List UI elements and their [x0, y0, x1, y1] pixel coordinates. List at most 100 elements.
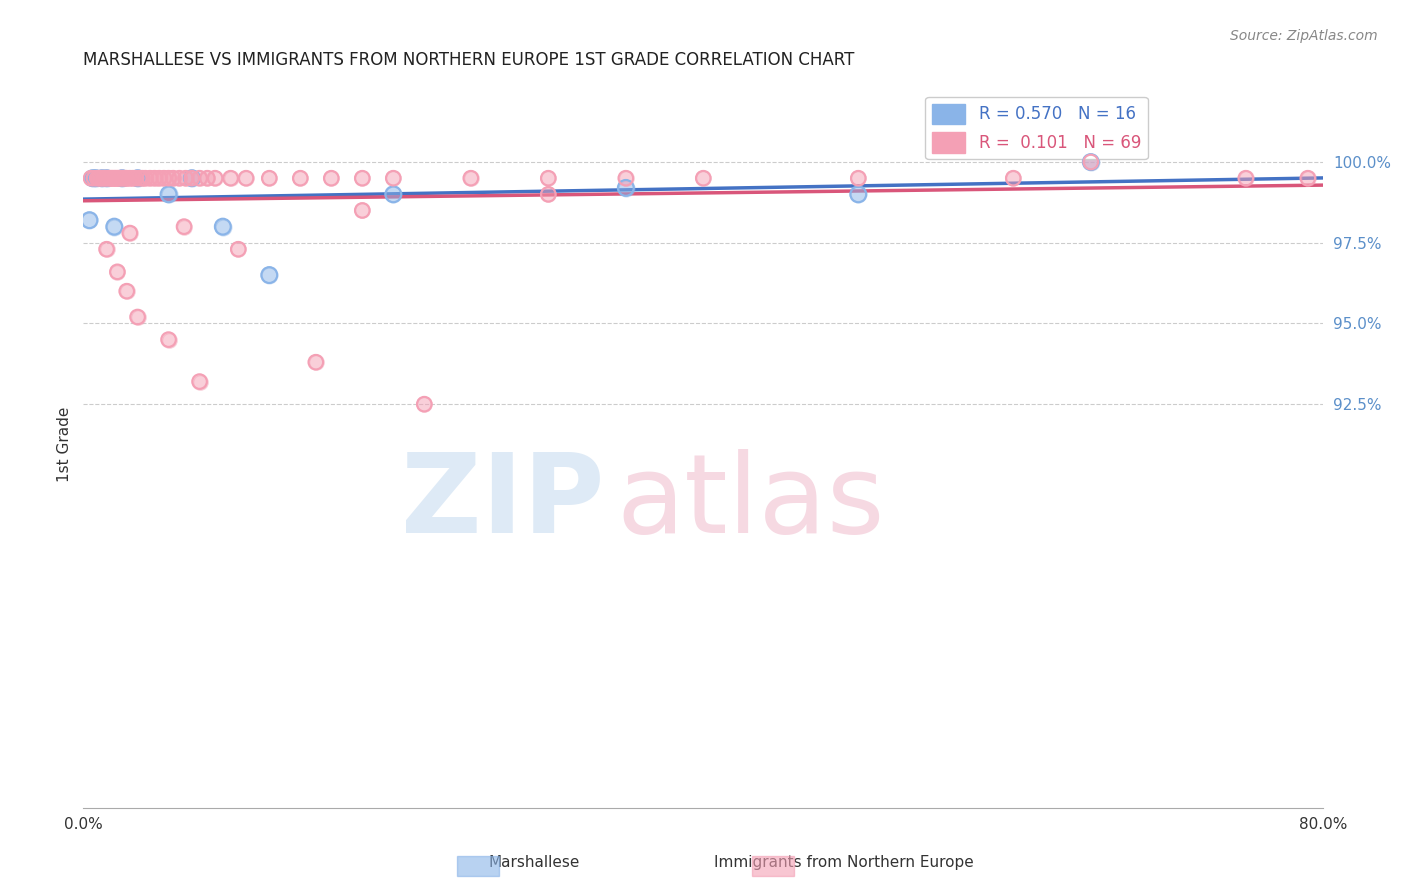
- Point: [103, 171, 125, 186]
- Point: [173, 219, 195, 234]
- Point: [1002, 171, 1025, 186]
- Point: [352, 171, 374, 186]
- Point: [89, 171, 111, 186]
- Point: [537, 171, 560, 186]
- Y-axis label: 1st Grade: 1st Grade: [58, 407, 72, 483]
- Point: [382, 171, 405, 186]
- Point: [83, 171, 105, 186]
- Point: [153, 171, 176, 186]
- Point: [1080, 155, 1102, 169]
- Point: [235, 171, 257, 186]
- Point: [352, 171, 374, 186]
- Point: [115, 171, 138, 186]
- Point: [211, 219, 233, 234]
- Point: [108, 171, 131, 186]
- Text: ZIP: ZIP: [401, 449, 605, 556]
- Point: [134, 171, 156, 186]
- Point: [219, 171, 242, 186]
- Point: [118, 226, 141, 240]
- Point: [90, 171, 112, 186]
- Point: [128, 171, 150, 186]
- Point: [131, 171, 153, 186]
- Point: [128, 171, 150, 186]
- Point: [259, 268, 281, 282]
- Point: [188, 375, 211, 389]
- Point: [195, 171, 218, 186]
- Point: [352, 203, 374, 218]
- Point: [846, 187, 869, 202]
- Point: [153, 171, 176, 186]
- Point: [103, 219, 125, 234]
- Point: [290, 171, 312, 186]
- Point: [115, 284, 138, 298]
- Point: [101, 171, 124, 186]
- Point: [127, 171, 149, 186]
- Point: [846, 171, 869, 186]
- Point: [143, 171, 166, 186]
- Point: [846, 171, 869, 186]
- Point: [180, 171, 202, 186]
- Point: [115, 171, 138, 186]
- Point: [96, 171, 118, 186]
- Point: [84, 171, 107, 186]
- Point: [97, 171, 120, 186]
- Point: [134, 171, 156, 186]
- Point: [382, 171, 405, 186]
- Point: [226, 242, 249, 256]
- Point: [127, 171, 149, 186]
- Point: [104, 171, 127, 186]
- Point: [111, 171, 134, 186]
- Point: [110, 171, 132, 186]
- Point: [83, 171, 105, 186]
- Point: [143, 171, 166, 186]
- Point: [1296, 171, 1319, 186]
- Point: [173, 219, 195, 234]
- Legend: R = 0.570   N = 16, R =  0.101   N = 69: R = 0.570 N = 16, R = 0.101 N = 69: [925, 97, 1147, 160]
- Point: [100, 171, 122, 186]
- Point: [174, 171, 197, 186]
- Point: [692, 171, 714, 186]
- Point: [98, 171, 121, 186]
- Point: [125, 171, 148, 186]
- Point: [537, 187, 560, 202]
- Point: [100, 171, 122, 186]
- Point: [1234, 171, 1257, 186]
- Point: [118, 171, 141, 186]
- Point: [352, 203, 374, 218]
- Point: [180, 171, 202, 186]
- Point: [195, 171, 218, 186]
- Point: [97, 171, 120, 186]
- Point: [537, 171, 560, 186]
- Point: [93, 171, 115, 186]
- Point: [1234, 171, 1257, 186]
- Point: [188, 171, 211, 186]
- Point: [82, 171, 104, 186]
- Point: [87, 171, 110, 186]
- Point: [104, 171, 127, 186]
- Point: [96, 171, 118, 186]
- Point: [537, 187, 560, 202]
- Point: [305, 355, 328, 369]
- Point: [111, 171, 134, 186]
- Point: [305, 355, 328, 369]
- Point: [169, 171, 191, 186]
- Point: [105, 265, 128, 279]
- Point: [122, 171, 145, 186]
- Point: [235, 171, 257, 186]
- Point: [96, 242, 118, 256]
- Point: [114, 171, 136, 186]
- Point: [188, 375, 211, 389]
- Point: [321, 171, 343, 186]
- Text: MARSHALLESE VS IMMIGRANTS FROM NORTHERN EUROPE 1ST GRADE CORRELATION CHART: MARSHALLESE VS IMMIGRANTS FROM NORTHERN …: [83, 51, 855, 69]
- Point: [139, 171, 162, 186]
- Point: [846, 187, 869, 202]
- Point: [89, 171, 111, 186]
- Point: [460, 171, 482, 186]
- Point: [125, 171, 148, 186]
- Text: Source: ZipAtlas.com: Source: ZipAtlas.com: [1230, 29, 1378, 43]
- Point: [90, 171, 112, 186]
- Point: [110, 171, 132, 186]
- Point: [118, 226, 141, 240]
- Point: [96, 171, 118, 186]
- Point: [84, 171, 107, 186]
